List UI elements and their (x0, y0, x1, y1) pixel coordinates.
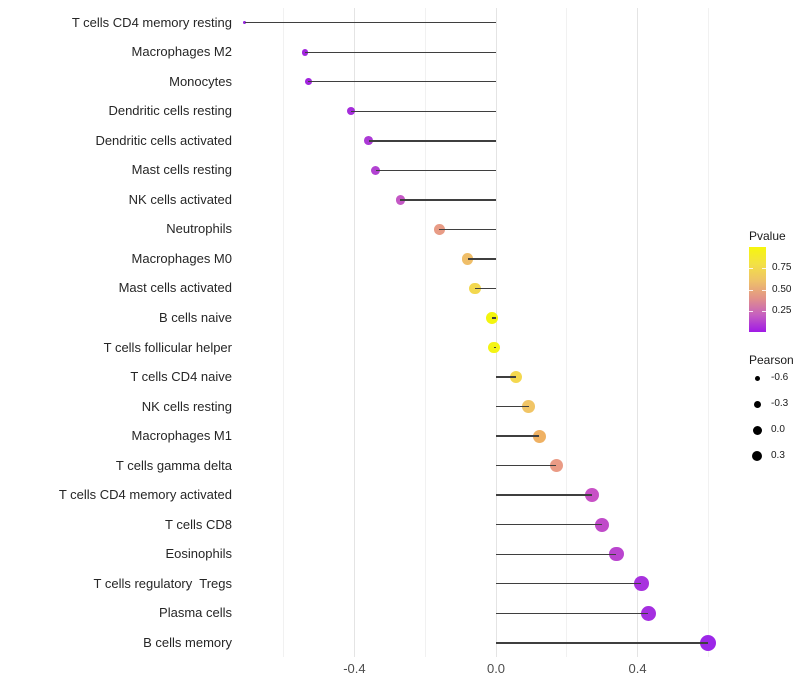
y-axis-label: Dendritic cells resting (108, 103, 232, 119)
lollipop-stem (400, 199, 496, 201)
lollipop-dot (633, 576, 649, 592)
lollipop-dot (346, 107, 355, 116)
y-axis-label: Macrophages M2 (131, 44, 232, 60)
pearson-legend-label: -0.6 (771, 372, 789, 383)
pvalue-legend-title: Pvalue (749, 229, 786, 243)
pvalue-gradient-bar (749, 247, 766, 332)
pvalue-tick-mark (749, 310, 753, 312)
lollipop-stem (350, 110, 496, 112)
pearson-legend-label: 0.3 (771, 450, 785, 461)
y-axis-label: NK cells resting (141, 398, 232, 414)
y-axis-label: Macrophages M1 (131, 428, 232, 444)
y-axis-label: Macrophages M0 (131, 250, 232, 266)
lollipop-stem (496, 612, 649, 614)
y-axis-label: B cells naive (159, 310, 232, 325)
lollipop-dot (609, 547, 624, 562)
y-axis-label: B cells memory (143, 634, 232, 650)
y-axis-label: T cells CD8 (165, 516, 232, 532)
y-axis-label: Mast cells resting (131, 162, 232, 178)
lollipop-dot (304, 78, 312, 86)
lollipop-dot (595, 517, 610, 532)
gridline-minor (283, 8, 285, 657)
pearson-legend-title: Pearson (749, 353, 794, 367)
lollipop-stem (474, 287, 496, 290)
lollipop-dot (487, 341, 500, 354)
lollipop-stem (496, 524, 603, 526)
pvalue-tick-mark (762, 310, 766, 312)
x-tick-label: 0.4 (628, 661, 647, 676)
y-axis-label: Monocytes (169, 73, 232, 89)
pvalue-tick-mark (749, 289, 753, 291)
lollipop-stem (496, 553, 617, 555)
lollipop-stem (496, 583, 642, 585)
pvalue-tick-mark (762, 268, 766, 270)
lollipop-stem (244, 22, 496, 24)
lollipop-stem (496, 435, 540, 437)
y-axis-label: T cells gamma delta (115, 457, 232, 473)
pearson-legend-label: -0.3 (771, 398, 789, 409)
pvalue-tick-label: 0.50 (772, 283, 792, 295)
pearson-legend-dot (752, 425, 762, 435)
y-axis-label: T cells CD4 memory activated (58, 487, 232, 503)
pearson-legend-dot (753, 400, 761, 408)
gridline-minor (424, 8, 426, 657)
pearson-legend-dot (754, 375, 760, 381)
y-axis-label: NK cells activated (128, 191, 232, 207)
lollipop-dot (549, 459, 563, 473)
y-axis-label: T cells follicular helper (103, 339, 232, 355)
pearson-legend-dot (751, 450, 763, 462)
y-axis-label: T cells regulatory Tregs (93, 575, 232, 591)
pvalue-tick-mark (762, 289, 766, 291)
lollipop-stem (375, 169, 496, 172)
lollipop-stem (496, 642, 709, 644)
lollipop-stem (308, 81, 496, 83)
pvalue-tick-label: 0.25 (772, 304, 792, 316)
gridline-minor (566, 8, 568, 657)
lollipop-dot (301, 48, 309, 56)
y-axis-label: Dendritic cells activated (95, 132, 232, 148)
lollipop-stem (496, 494, 592, 496)
lollipop-dot (486, 312, 499, 324)
x-tick-label: 0.0 (486, 661, 506, 676)
y-axis-label: Eosinophils (165, 546, 233, 562)
lollipop-dot (434, 224, 445, 235)
lollipop-stem (493, 346, 496, 349)
y-axis-label: T cells CD4 naive (130, 369, 232, 385)
y-axis-label: Mast cells activated (118, 280, 232, 296)
pvalue-tick-mark (749, 268, 753, 270)
y-axis-label: Plasma cells (159, 605, 232, 621)
gridline-major (637, 8, 639, 657)
lollipop-stem (496, 376, 516, 378)
x-tick-label: -0.4 (343, 661, 366, 676)
lollipop-stem (496, 464, 557, 467)
pvalue-tick-label: 0.75 (772, 262, 792, 274)
gridline-minor (707, 8, 709, 657)
y-axis-label: Neutrophils (166, 221, 232, 237)
lollipop-stem (492, 317, 496, 319)
lollipop-dot (509, 370, 523, 384)
gridline-major (353, 8, 355, 657)
lollipop-stem (304, 51, 496, 53)
pearson-legend-label: 0.0 (771, 424, 785, 435)
lollipop-stem (467, 258, 496, 260)
y-axis-label: T cells CD4 memory resting (71, 14, 232, 30)
gridline-major (495, 8, 497, 657)
lollipop-stem (439, 228, 496, 231)
lollipop-stem (368, 140, 496, 142)
lollipop-stem (496, 405, 529, 408)
